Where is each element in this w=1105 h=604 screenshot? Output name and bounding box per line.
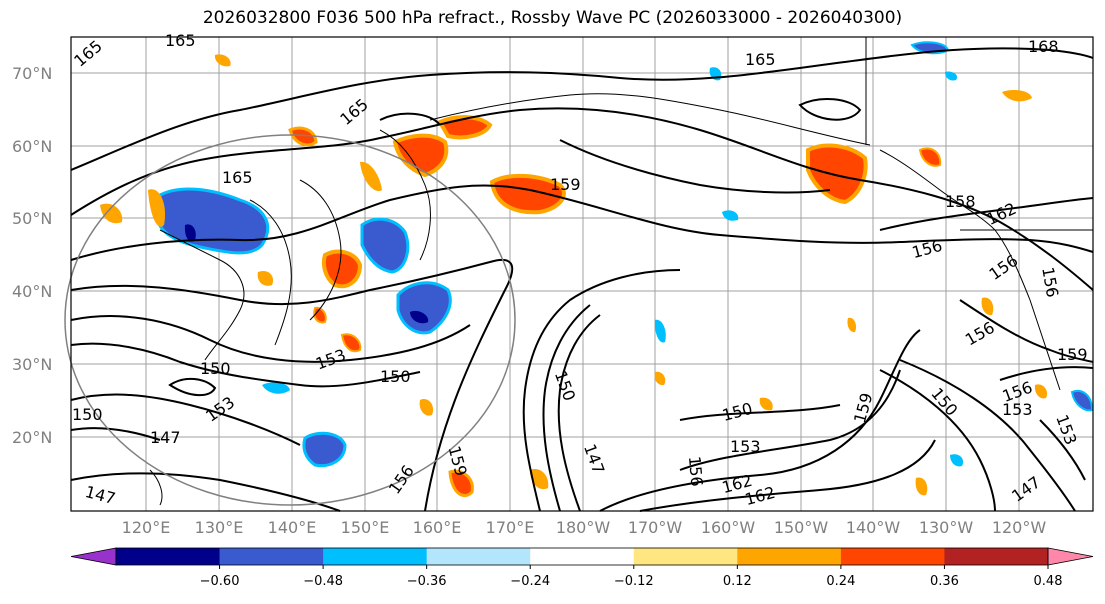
positive-anomaly-patch [392,133,449,178]
positive-anomaly-patch [437,115,493,140]
positive-anomaly-patch [806,143,868,205]
contour-label: 158 [945,192,976,211]
contour-label: 150 [380,367,411,386]
longitude-tick-label: 130°W [919,518,974,537]
negative-anomaly-patch [396,281,452,335]
longitude-tick-label: 140°E [268,518,317,537]
refractivity-contours [70,47,1094,512]
map-panel: 165 165 165 165 165 159 158 162 156 156 … [64,31,1094,512]
contour-label: 150 [72,405,103,424]
colorbar-tick-labels: −0.60 −0.48 −0.36 −0.24 −0.12 0.12 0.24 0.36 0.4… [200,565,1063,589]
colorbar-tick-label: −0.36 [407,574,447,589]
negative-anomaly-patch [1070,390,1094,412]
positive-anomaly-patch [847,317,857,333]
positive-anomaly-patch [360,161,382,192]
map-title: 2026032800 F036 500 hPa refract., Rossby… [202,8,903,28]
latitude-tick-label: 30°N [12,355,52,374]
negative-anomaly-patch [184,224,196,242]
contour-label: 153 [730,437,761,456]
positive-anomaly-patch [489,173,566,215]
latitude-tick-label: 40°N [12,282,52,301]
longitude-tick-label: 120°E [122,518,171,537]
positive-anomaly-patch [340,333,362,353]
colorbar-cell [116,548,221,565]
longitude-tick-label: 160°W [701,518,756,537]
positive-anomaly-patch [214,54,231,67]
latitude-tick-label: 60°N [12,137,52,156]
latitude-tick-label: 70°N [12,64,52,83]
colorbar-cell [633,548,738,565]
positive-anomaly-patch [419,399,434,416]
contour-label: 159 [1057,345,1088,364]
contour-label: 165 [222,168,253,187]
positive-anomaly-patch [257,270,274,286]
negative-anomaly-patch [302,431,347,468]
positive-anomaly-patch [915,477,928,496]
contour-label: 156 [685,455,707,487]
contour-label: 150 [200,359,231,378]
contour-label: 165 [165,31,196,50]
longitude-tick-label: 170°E [486,518,535,537]
longitude-tick-label: 140°W [846,518,901,537]
longitude-tick-label: 150°E [341,518,390,537]
colorbar: −0.60 −0.48 −0.36 −0.24 −0.12 0.12 0.24 0.36 0.4… [70,547,1094,589]
colorbar-extend-high [1047,547,1094,566]
longitude-tick-label: 150°W [774,518,829,537]
contour-label: 153 [1002,400,1033,419]
colorbar-cell [530,548,635,565]
latitude-tick-label: 50°N [12,209,52,228]
influence-circle [64,134,516,506]
positive-anomaly-patch [981,297,994,316]
negative-anomaly-patch [945,71,958,81]
colorbar-tick-label: −0.12 [614,574,654,589]
colorbar-cell [840,548,945,565]
latitude-tick-label: 20°N [12,428,52,447]
negative-anomaly-patch [950,454,964,467]
negative-anomaly-patch [360,217,410,274]
positive-anomaly-patch [1034,384,1048,399]
colorbar-tick-label: −0.48 [303,574,343,589]
colorbar-cell [219,548,324,565]
negative-anomaly-patch [654,319,666,343]
positive-anomaly-patch [100,203,123,224]
positive-anomaly-patch [288,126,318,147]
positive-anomaly-patch [918,147,942,167]
longitude-tick-label: 120°W [992,518,1047,537]
colorbar-extend-low [70,547,117,566]
colorbar-tick-label: −0.24 [510,574,550,589]
contour-label: 165 [745,50,776,69]
anomaly-shading [100,41,1094,497]
positive-anomaly-patch [148,189,166,227]
colorbar-tick-label: 0.24 [826,574,855,589]
longitude-tick-label: 180°W [556,518,611,537]
positive-anomaly-patch [321,249,363,289]
negative-anomaly-patch [262,382,290,394]
graticule [71,37,1093,511]
colorbar-tick-label: −0.60 [200,574,240,589]
positive-anomaly-patch [759,397,773,411]
positive-anomaly-patch [448,469,474,497]
longitude-tick-label: 170°W [628,518,683,537]
positive-anomaly-patch [654,371,666,386]
colorbar-cells [70,547,1094,566]
contour-label: 159 [550,175,581,194]
contour-label: 147 [150,428,181,447]
longitude-tick-label: 130°E [195,518,244,537]
colorbar-tick-label: 0.36 [930,574,959,589]
negative-anomaly-patch [410,310,429,324]
longitude-axis: 120°E 130°E 140°E 150°E 160°E 170°E 180°… [122,518,1047,537]
colorbar-cell [323,548,428,565]
colorbar-cell [737,548,842,565]
contour-label: 168 [1028,37,1059,56]
colorbar-tick-label: 0.12 [723,574,752,589]
longitude-tick-label: 160°E [413,518,462,537]
latitude-axis: 70°N 60°N 50°N 40°N 30°N 20°N [12,64,52,447]
coastlines [149,37,1093,506]
colorbar-tick-label: 0.48 [1034,574,1063,589]
negative-anomaly-patch [722,210,739,221]
colorbar-cell [944,548,1049,565]
colorbar-cell [426,548,531,565]
positive-anomaly-patch [1002,90,1032,102]
